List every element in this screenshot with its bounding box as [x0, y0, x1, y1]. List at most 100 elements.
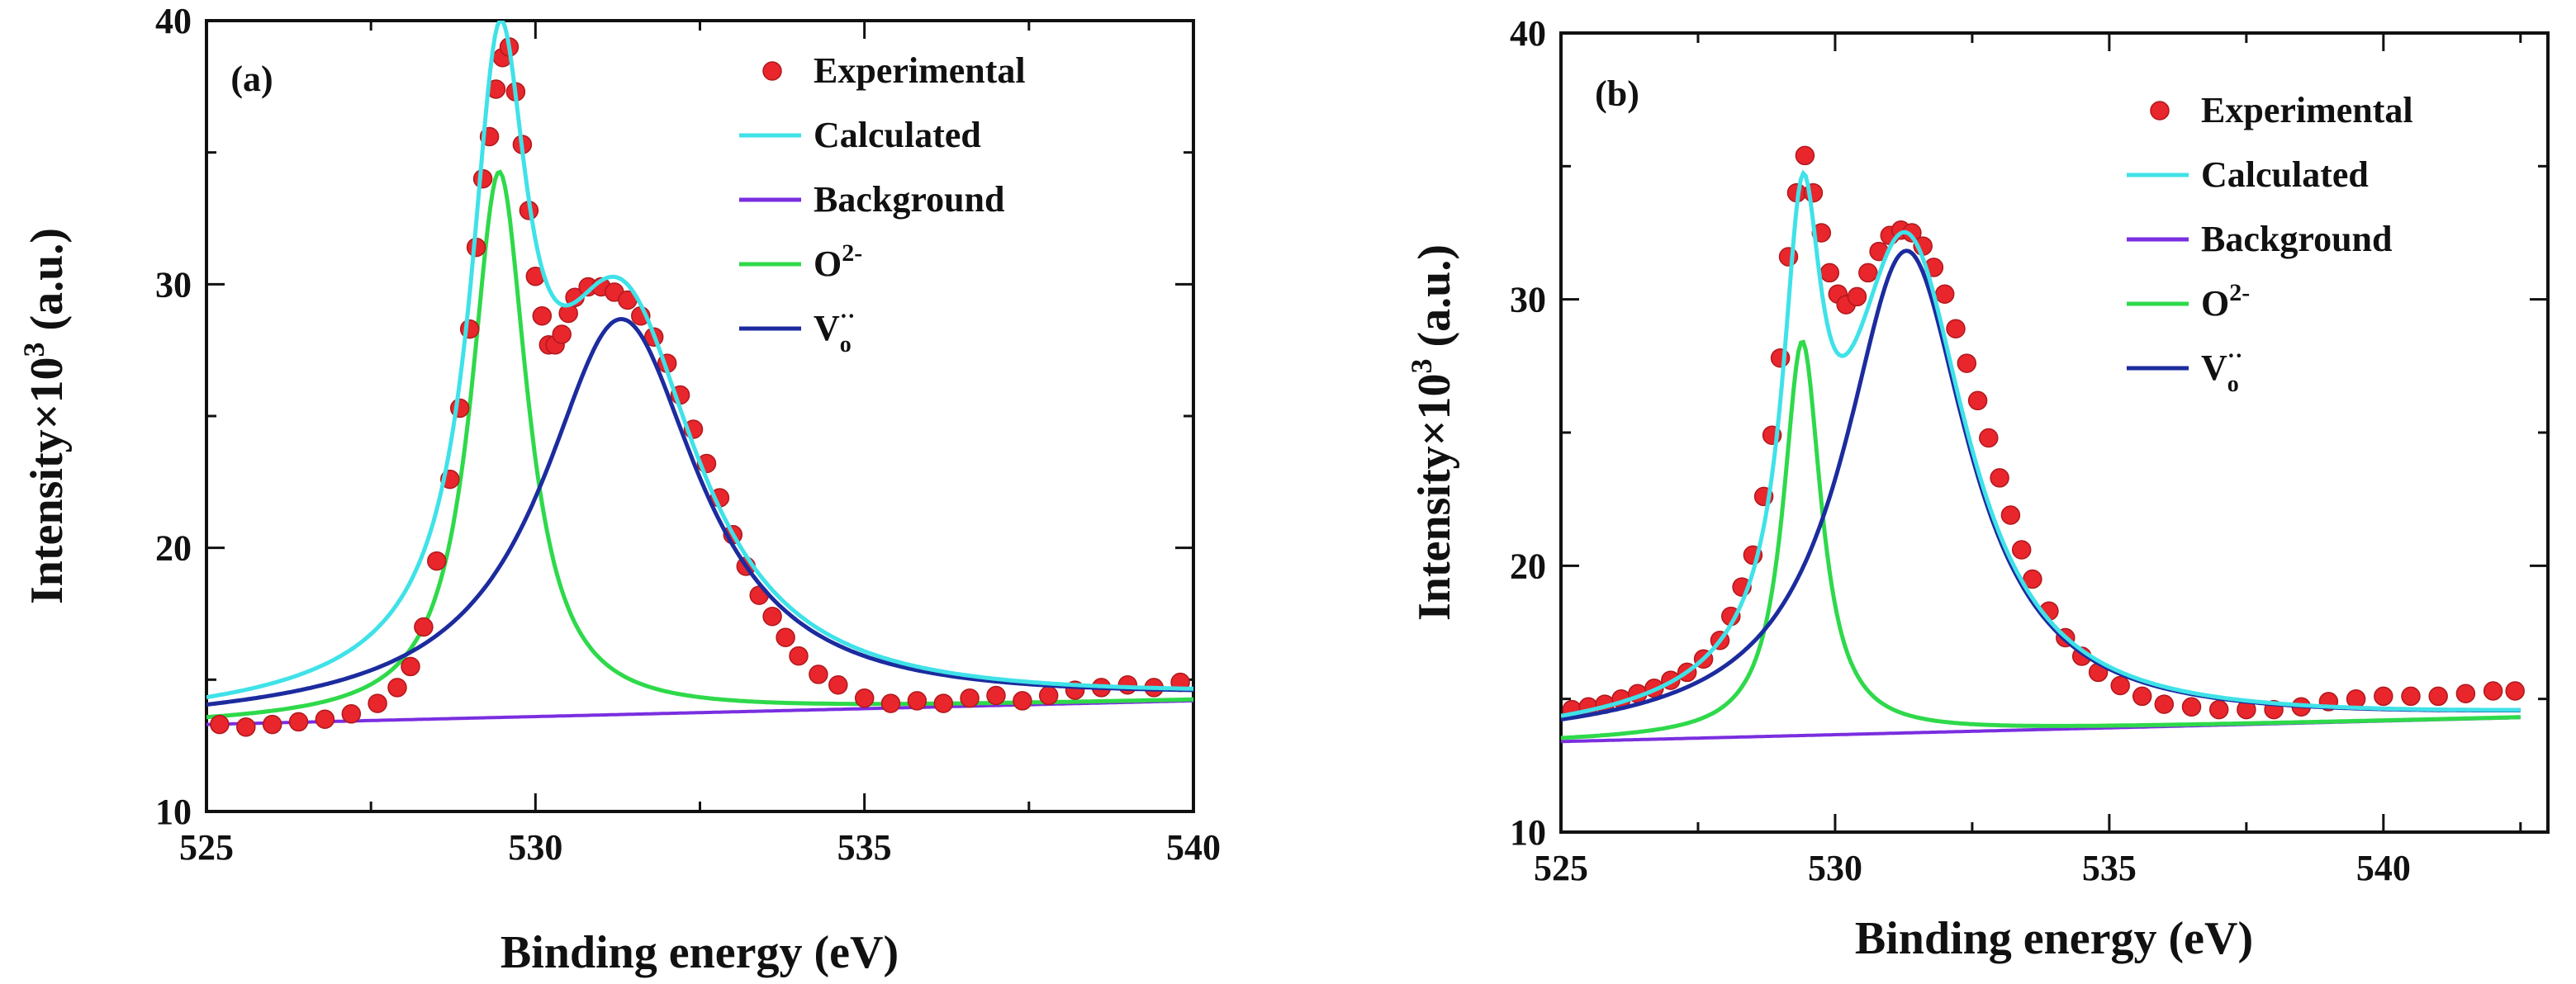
x-tick-label: 525 — [1534, 848, 1588, 888]
experimental-point — [854, 688, 875, 708]
experimental-point — [762, 606, 782, 627]
x-axis-title: Binding energy (eV) — [1855, 913, 2253, 964]
experimental-point — [1013, 691, 1032, 711]
plot-area — [206, 21, 1193, 737]
x-tick-label: 535 — [837, 827, 892, 868]
legend-marker-experimental — [762, 61, 782, 81]
x-tick-label: 525 — [179, 827, 234, 868]
legend-vo-base: V — [814, 308, 840, 348]
experimental-point — [288, 712, 309, 732]
legend-label-vo: Vo ·· — [814, 304, 855, 357]
experimental-point — [828, 674, 848, 695]
experimental-point — [809, 665, 828, 684]
y-tick-label: 10 — [1510, 812, 1546, 853]
y-tick-label: 20 — [1510, 546, 1546, 586]
legend-label-experimental: Experimental — [2201, 90, 2413, 130]
legend-label-background: Background — [2201, 219, 2393, 259]
y-axis-title: Intensity×103 (a.u.) — [1405, 244, 1460, 621]
experimental-point — [2505, 681, 2525, 701]
experimental-point — [1946, 319, 1966, 338]
chart-panel-a: 525 530 535 540 10 20 30 40 Binding energy (eV) I… — [17, 1, 1221, 978]
series-o2-peak-line — [206, 169, 1193, 720]
experimental-point — [2428, 686, 2448, 707]
experimental-point — [315, 709, 335, 729]
y-tick-label: 20 — [155, 528, 192, 569]
experimental-point — [210, 714, 230, 735]
experimental-point — [2023, 569, 2042, 589]
legend: Experimental Calculated Background O2- Vo·· — [2127, 90, 2413, 397]
panel-label: (a) — [230, 59, 273, 99]
experimental-point — [776, 627, 795, 647]
experimental-point — [960, 688, 980, 708]
experimental-point — [2181, 697, 2202, 717]
y-axis-title-sup: 3 — [1405, 358, 1438, 373]
y-axis-title-main: Intensity — [1409, 446, 1460, 621]
experimental-point — [1858, 263, 1878, 283]
y-axis-title-sup: 3 — [17, 342, 50, 357]
series-vo-peak-line — [206, 316, 1193, 707]
y-tick-label: 30 — [155, 264, 192, 305]
experimental-point — [401, 656, 420, 677]
experimental-point — [341, 704, 362, 724]
legend-marker-experimental — [2150, 101, 2170, 121]
experimental-point — [1990, 468, 2009, 488]
legend-label-calculated: Calculated — [814, 115, 981, 155]
series-calculated-line — [1561, 169, 2521, 718]
experimental-point — [1778, 247, 1799, 267]
experimental-point — [2346, 688, 2366, 709]
legend-vo-base: V — [2201, 348, 2227, 388]
legend-vo-sup: ·· — [2227, 343, 2243, 369]
legend-label-background: Background — [814, 179, 1005, 220]
experimental-point — [1934, 284, 1955, 304]
chart-panel-b: 525 530 535 540 10 20 30 40 Binding energy (eV) I… — [1405, 13, 2550, 964]
experimental-point — [1038, 685, 1059, 706]
experimental-point — [368, 693, 387, 713]
y-axis-title-times: ×10 — [21, 357, 73, 429]
legend-label-vo: Vo·· — [2201, 343, 2242, 397]
experimental-point — [2154, 694, 2175, 714]
legend-o2-base: O — [814, 244, 842, 284]
experimental-point — [2374, 686, 2393, 707]
experimental-point — [552, 324, 572, 344]
experimental-point — [2110, 675, 2130, 696]
experimental-point — [532, 305, 553, 326]
legend-vo-sub: o — [2227, 371, 2239, 397]
legend-vo-sup: ·· — [840, 304, 856, 329]
experimental-point — [1847, 286, 1867, 307]
x-axis-title: Binding energy (eV) — [500, 927, 899, 978]
y-tick-label: 30 — [1510, 280, 1546, 320]
y-axis-title-unit: (a.u.) — [1409, 244, 1460, 358]
plot-area — [1561, 145, 2525, 744]
experimental-point — [907, 691, 927, 711]
experimental-point — [789, 646, 809, 666]
series-vo-peak-line — [1561, 248, 2521, 722]
legend-o2-base: O — [2201, 283, 2229, 324]
experimental-point — [2401, 686, 2421, 707]
experimental-point — [414, 617, 434, 637]
experimental-point — [236, 717, 256, 737]
experimental-point — [262, 714, 282, 735]
legend-label-o2: O2- — [814, 239, 862, 284]
legend-label-calculated: Calculated — [2201, 154, 2369, 195]
y-axis-title-main: Intensity — [21, 429, 73, 604]
experimental-point — [2000, 505, 2021, 525]
y-tick-label: 40 — [1510, 13, 1546, 54]
x-tick-label: 540 — [2356, 848, 2411, 888]
x-tick-label: 535 — [2082, 848, 2137, 888]
experimental-point — [1795, 145, 1815, 166]
plot-frame — [1559, 31, 2550, 834]
x-tick-label: 530 — [1808, 848, 1862, 888]
series-o2-peak-line — [1561, 339, 2521, 740]
legend-o2-sup: 2- — [2229, 279, 2250, 306]
experimental-point — [1979, 428, 1999, 448]
experimental-point — [387, 678, 407, 698]
experimental-point — [1819, 263, 1840, 283]
legend-vo-sub: o — [840, 332, 852, 357]
experimental-point — [2208, 699, 2229, 720]
experimental-point — [2483, 681, 2503, 701]
experimental-point — [1967, 390, 1988, 411]
experimental-point — [2132, 686, 2152, 707]
series-calculated-line — [206, 21, 1193, 700]
